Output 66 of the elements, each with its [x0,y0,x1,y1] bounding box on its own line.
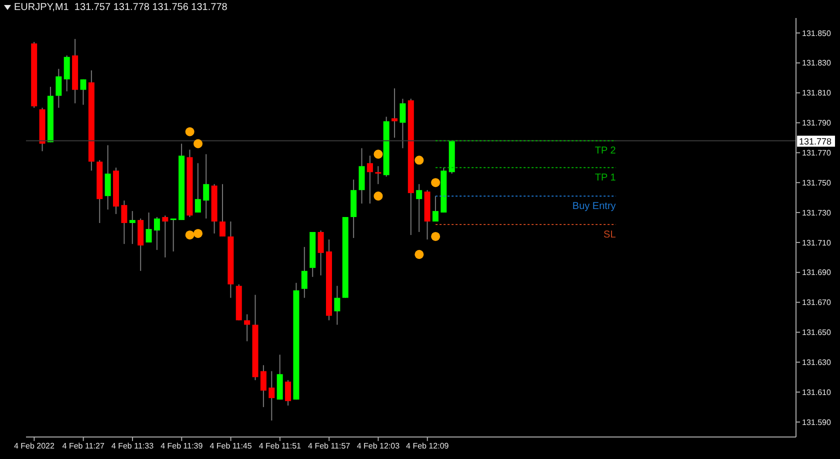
candlestick [80,78,86,106]
y-tick-label: 131.850 [802,28,832,38]
y-tick-label: 131.670 [802,298,832,308]
point [194,228,203,238]
candlestick [64,54,70,92]
y-tick-label: 131.710 [802,238,832,248]
candlestick [334,285,340,326]
series-label: TP 2 [594,146,616,157]
series-label: SL [604,230,616,241]
series-label: TP 1 [594,172,616,184]
chart-title: EURJPY,M1 131.757 131.778 131.756 131.778 [14,2,228,13]
point [185,127,194,136]
y-tick-label: 131.650 [802,328,832,338]
candlestick [203,154,210,220]
candlestick [129,210,136,244]
point [185,230,194,240]
candlestick [432,196,438,222]
candlestick [220,184,226,237]
x-tick-label: 4 Feb 11:51 [258,442,302,451]
candlestick [146,212,152,243]
candlestick [170,218,176,252]
candlestick [244,314,250,342]
y-tick-label: 131.770 [802,148,832,158]
series-label: Buy Entry [572,201,616,212]
y-tick-label: 131.790 [802,118,832,128]
x-tick-label: 4 Feb 11:39 [160,442,204,451]
candlestick [392,88,398,138]
y-tick-label: 131.630 [802,358,832,368]
candlestick [285,380,292,406]
candlestick [416,184,422,232]
point [374,150,383,159]
candlestick [260,364,266,408]
candlestick [104,144,111,210]
candlestick [268,370,275,422]
candlestick [301,246,308,298]
point [431,178,440,188]
candlestick [366,155,373,204]
x-tick-label: 4 Feb 11:57 [308,442,351,451]
y-tick-label: 131.830 [802,58,832,68]
x-tick-label: 4 Feb 12:09 [406,442,450,451]
candlestick [121,200,128,244]
y-tick-label: 131.590 [802,418,832,427]
point [414,250,424,259]
candlestick [318,230,324,276]
x-tick-label: 4 Feb 11:33 [111,442,154,451]
y-tick-label: 131.610 [802,388,832,397]
candlestick [400,98,406,149]
point [414,156,424,165]
x-tick-label: 4 Feb 12:03 [356,442,400,451]
candlestick [194,162,201,214]
candlestick [154,216,160,250]
y-tick-label: 131.810 [802,88,832,98]
x-tick-label: 4 Feb 11:45 [210,442,252,451]
y-tick-label: 131.690 [802,268,832,278]
y-tick-label: 131.730 [802,208,832,218]
ref-line-label: 131.778 [799,136,832,147]
candlestick [162,215,168,258]
candlestick [56,68,62,108]
candlestick [375,166,382,185]
candlestick [358,148,365,204]
point [194,139,203,148]
x-tick-label: 4 Feb 11:27 [62,442,105,451]
point [374,192,383,201]
x-tick-label: 4 Feb 2022 [14,442,55,451]
point [431,232,440,241]
y-tick-label: 131.750 [802,178,832,188]
